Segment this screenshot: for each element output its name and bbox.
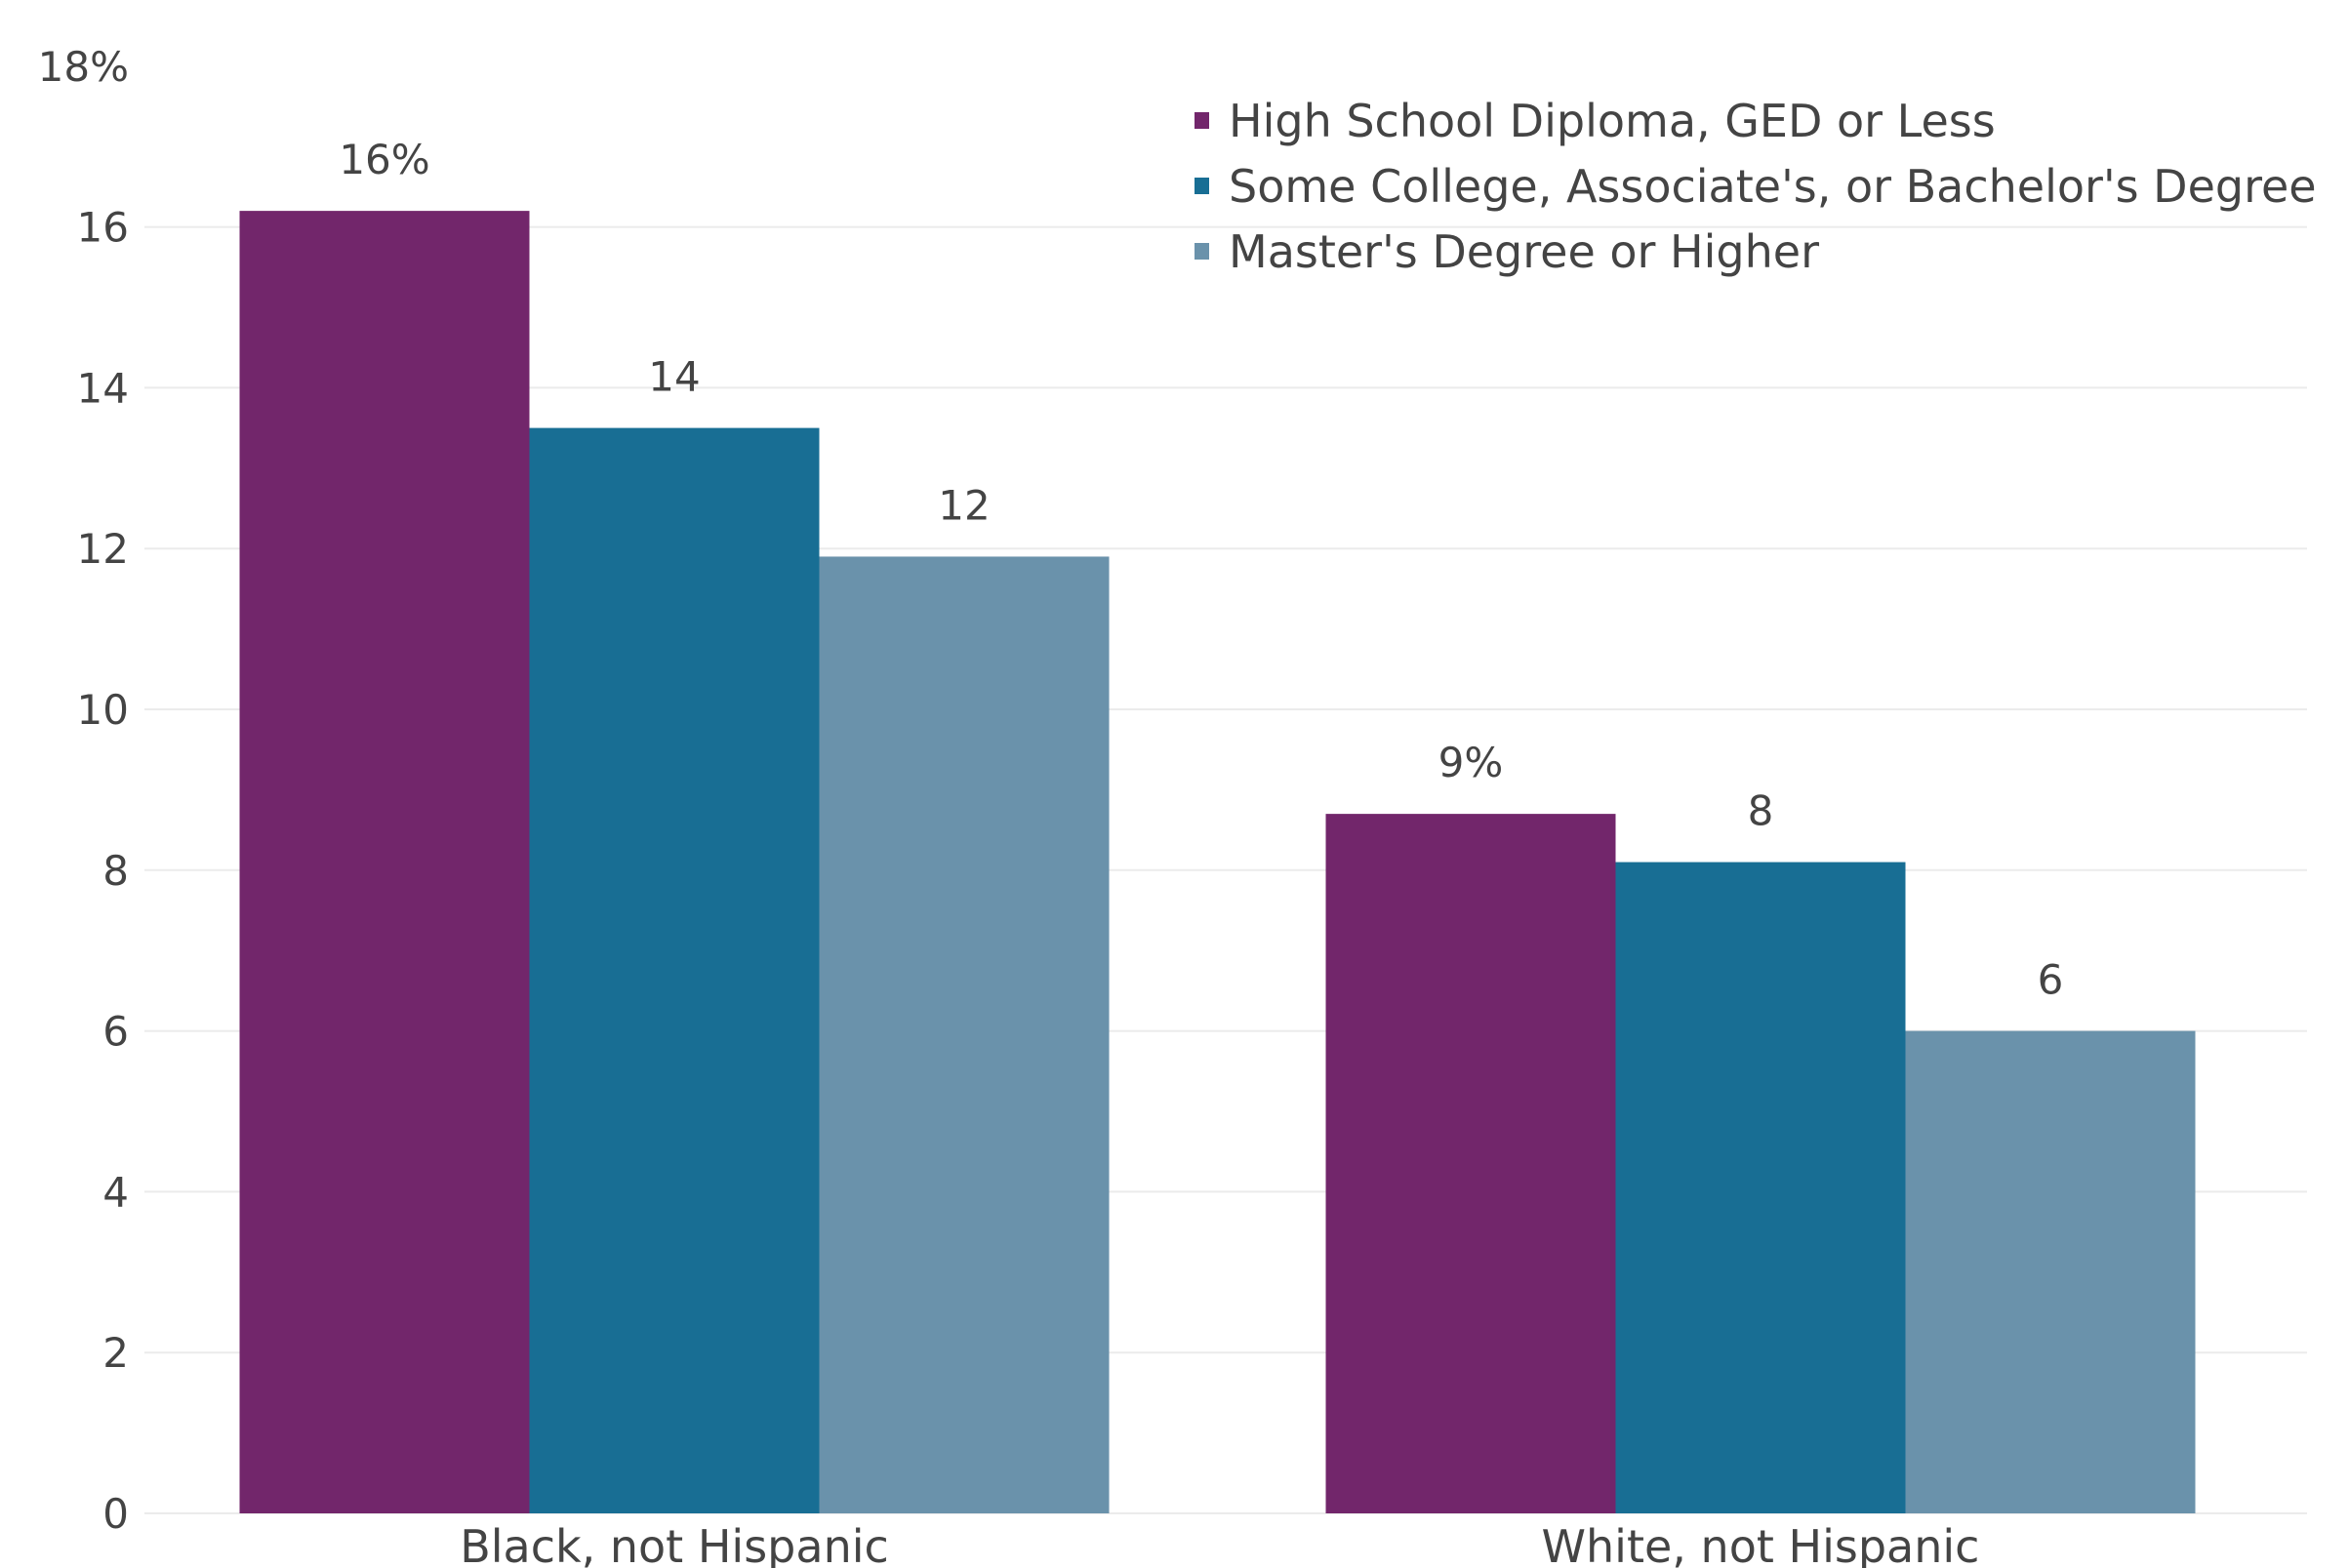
x-axis-category-label: White, not Hispanic [1542, 1520, 1980, 1568]
y-tick-label: 14 [77, 364, 129, 412]
legend: High School Diploma, GED or Less Some Col… [1195, 95, 2317, 278]
data-label: 12 [938, 481, 990, 529]
data-label: 16% [339, 136, 429, 183]
y-tick-label: 0 [102, 1490, 129, 1538]
legend-swatch [1195, 112, 1209, 129]
legend-swatch [1195, 178, 1209, 194]
y-tick-label: 4 [102, 1168, 129, 1216]
legend-label: Some College, Associate's, or Bachelor's… [1229, 160, 2317, 213]
data-label: 6 [2038, 956, 2064, 1004]
bar [1325, 814, 1616, 1513]
bar [1905, 1030, 2196, 1513]
bars [239, 211, 2196, 1514]
bar [1615, 862, 1906, 1513]
y-tick-label: 8 [102, 847, 129, 895]
y-tick-label: 10 [77, 686, 129, 734]
legend-label: High School Diploma, GED or Less [1229, 95, 1996, 147]
y-tick-label: 16 [77, 204, 129, 252]
data-label: 14 [648, 353, 700, 401]
data-labels: 16% 14 12 9% 8 6 [339, 136, 2063, 1003]
bar [819, 556, 1110, 1513]
y-tick-label: 6 [102, 1008, 129, 1056]
y-tick-label: 12 [77, 525, 129, 573]
bar [529, 427, 820, 1514]
y-axis-tick-labels: 0 2 4 6 8 10 12 14 16 18% [38, 43, 129, 1538]
bar [239, 211, 530, 1513]
data-label: 8 [1748, 787, 1774, 835]
legend-label: Master's Degree or Higher [1229, 225, 1819, 278]
data-label: 9% [1438, 739, 1504, 786]
y-tick-label: 18% [38, 43, 129, 91]
legend-swatch [1195, 243, 1209, 260]
x-axis-category-labels: Black, not Hispanic White, not Hispanic [460, 1520, 1979, 1568]
y-tick-label: 2 [102, 1329, 129, 1377]
x-axis-category-label: Black, not Hispanic [460, 1520, 889, 1568]
